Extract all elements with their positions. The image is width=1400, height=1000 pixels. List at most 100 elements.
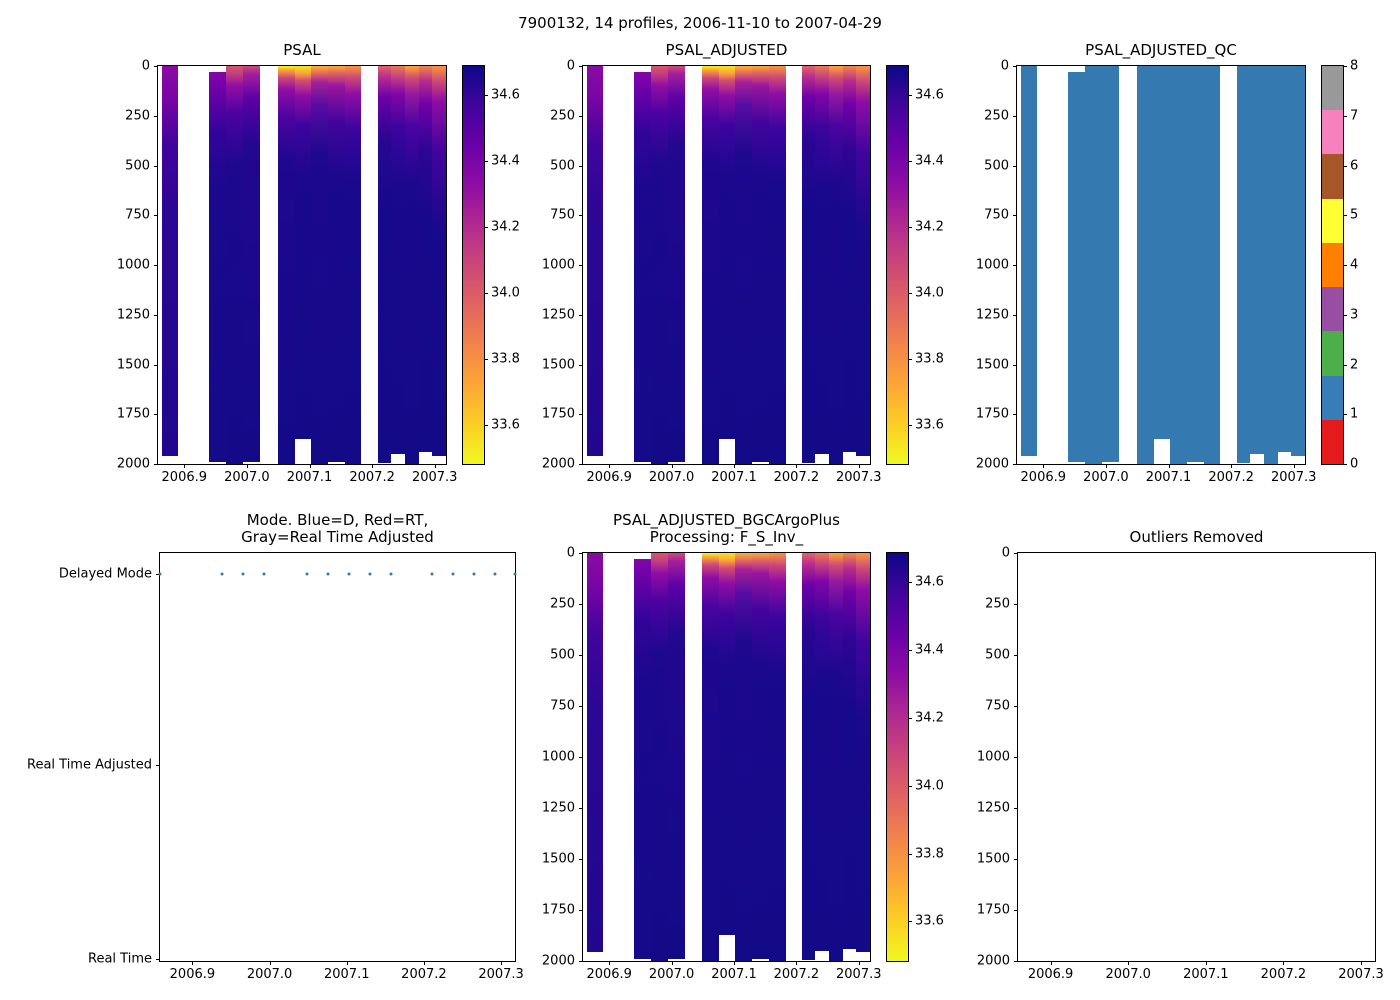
y-tick-mark: [579, 808, 583, 809]
qc-profile-column: [1277, 66, 1292, 453]
y-tick-label: 1500: [541, 357, 575, 372]
profile-column: [842, 66, 857, 453]
y-tick-mark: [1013, 314, 1017, 316]
colorbar-tick-label: 34.4: [915, 642, 944, 658]
y-tick-label: 1000: [976, 749, 1010, 765]
colorbar-tick-label: 34.4: [915, 153, 944, 169]
panel-psal-adjusted-qc: PSAL_ADJUSTED_QC 2006.9 2007.0 2007.1 2007.…: [976, 42, 1358, 486]
x-tick-label: 2007.0: [1083, 470, 1129, 485]
x-tick-mark: [733, 464, 735, 468]
profile-column: [719, 553, 736, 935]
qc-profile-column: [1264, 66, 1278, 464]
y-tick-label: 750: [985, 698, 1010, 714]
y-tick-label: 1750: [116, 406, 150, 422]
panel-psal-adjusted-title: PSAL_ADJUSTED: [665, 41, 788, 59]
y-tick-mark: [1014, 757, 1018, 758]
colorbar-tick-label: 34.6: [915, 574, 944, 590]
y-tick-label: 1000: [116, 257, 150, 273]
y-tick-mark: [579, 604, 583, 605]
colorbar-tick-label: 34.2: [915, 710, 944, 726]
profile-column: [208, 71, 226, 462]
colorbar-segment: [1322, 242, 1343, 288]
y-tick-label: 750: [550, 207, 575, 223]
y-tick-label: 1250: [976, 800, 1010, 816]
x-tick-mark: [423, 961, 425, 965]
colorbar-tick-mark: [908, 718, 912, 720]
y-tick-label: 1500: [975, 357, 1009, 372]
x-tick-mark: [1231, 464, 1233, 468]
qc-profile-column: [1084, 66, 1102, 464]
profile-column: [344, 66, 362, 464]
colorbar-tick-mark: [484, 425, 488, 427]
colorbar-segment: [1322, 287, 1343, 332]
profile-column: [801, 553, 816, 960]
colorbar-tick-label: 34.0: [491, 285, 520, 301]
x-tick-mark: [309, 464, 311, 468]
delayed-mode-dot: [326, 572, 330, 576]
y-tick-mark: [579, 364, 583, 366]
delayed-mode-dot: [158, 572, 162, 576]
y-tick-label: 2000: [116, 456, 150, 472]
x-tick-mark: [733, 961, 735, 965]
colorbar-tick-label: 0: [1350, 456, 1359, 472]
qc-profile-column: [1136, 66, 1154, 464]
colorbar-tick-label: 34.4: [491, 153, 520, 169]
delayed-mode-dot: [241, 572, 245, 576]
y-tick-label: 1500: [541, 851, 575, 867]
x-tick-label: 2007.1: [286, 470, 333, 485]
x-tick-label: 2007.1: [711, 470, 757, 485]
y-tick-label: 1750: [541, 406, 575, 422]
profile-column: [667, 66, 685, 463]
colorbar-tick-mark: [1343, 414, 1347, 416]
x-tick-label: 2007.0: [224, 470, 270, 485]
x-tick-label: 2007.3: [478, 967, 524, 982]
panel-psal-axes: 2006.9 2007.0 2007.1 2007.2 2007.3 0 250 500 750…: [117, 59, 458, 486]
x-tick-label: 2007.0: [648, 967, 695, 982]
x-tick-mark: [1293, 464, 1295, 468]
x-tick-label: 2007.1: [1145, 470, 1192, 485]
x-tick-mark: [796, 464, 798, 468]
panel-psal-adjusted-bgc-title: PSAL_ADJUSTED_BGCArgoPlus Processing: F_…: [613, 511, 840, 546]
qc-profile-column: [1101, 66, 1120, 463]
y-tick-mark: [1014, 553, 1018, 554]
profile-column: [719, 66, 736, 439]
colorbar-tick-label: 34.6: [491, 87, 520, 103]
colorbar: 34.6 34.4 34.2 34.0 33.8 33.6: [462, 65, 520, 465]
profile-column: [432, 66, 446, 456]
colorbar-tick-label: 34.0: [915, 285, 944, 301]
colorbar-segment: [1322, 198, 1343, 243]
profile-column: [801, 66, 816, 463]
profile-column: [829, 553, 843, 961]
y-tick-mark: [579, 314, 583, 316]
colorbar-segment: [1322, 419, 1343, 464]
profile-column: [586, 66, 603, 456]
y-tick-mark: [154, 414, 158, 416]
y-tick-label: 250: [550, 108, 575, 124]
profile-column: [650, 66, 668, 464]
profile-column: [856, 66, 870, 456]
colorbar-tick-label: 34.2: [491, 219, 520, 235]
y-tick-label: 500: [985, 647, 1010, 663]
y-category-label: Real Time: [88, 951, 152, 967]
panel-mode-title: Mode. Blue=D, Red=RT, Gray=Real Time Adj…: [241, 511, 434, 546]
profile-column: [735, 66, 753, 464]
profile-column: [242, 66, 261, 463]
delayed-mode-dot: [513, 572, 517, 576]
delayed-mode-dot: [451, 572, 455, 576]
x-tick-label: 2007.1: [324, 967, 370, 982]
colorbar-tick-mark: [908, 582, 912, 584]
x-tick-mark: [609, 961, 611, 965]
colorbar-tick-label: 4: [1350, 257, 1359, 273]
x-tick-label: 2007.0: [1105, 967, 1151, 982]
y-tick-mark: [154, 314, 158, 316]
colorbar-tick-mark: [908, 94, 912, 96]
colorbar-tick-mark: [1343, 464, 1347, 465]
y-tick-label: 0: [1001, 545, 1010, 561]
delayed-mode-dot: [472, 572, 476, 576]
x-tick-mark: [858, 464, 860, 468]
y-tick-label: 500: [550, 158, 575, 173]
profile-column: [277, 66, 295, 464]
y-tick-label: 1750: [975, 406, 1009, 422]
y-tick-mark: [154, 265, 158, 266]
x-tick-mark: [858, 961, 860, 965]
